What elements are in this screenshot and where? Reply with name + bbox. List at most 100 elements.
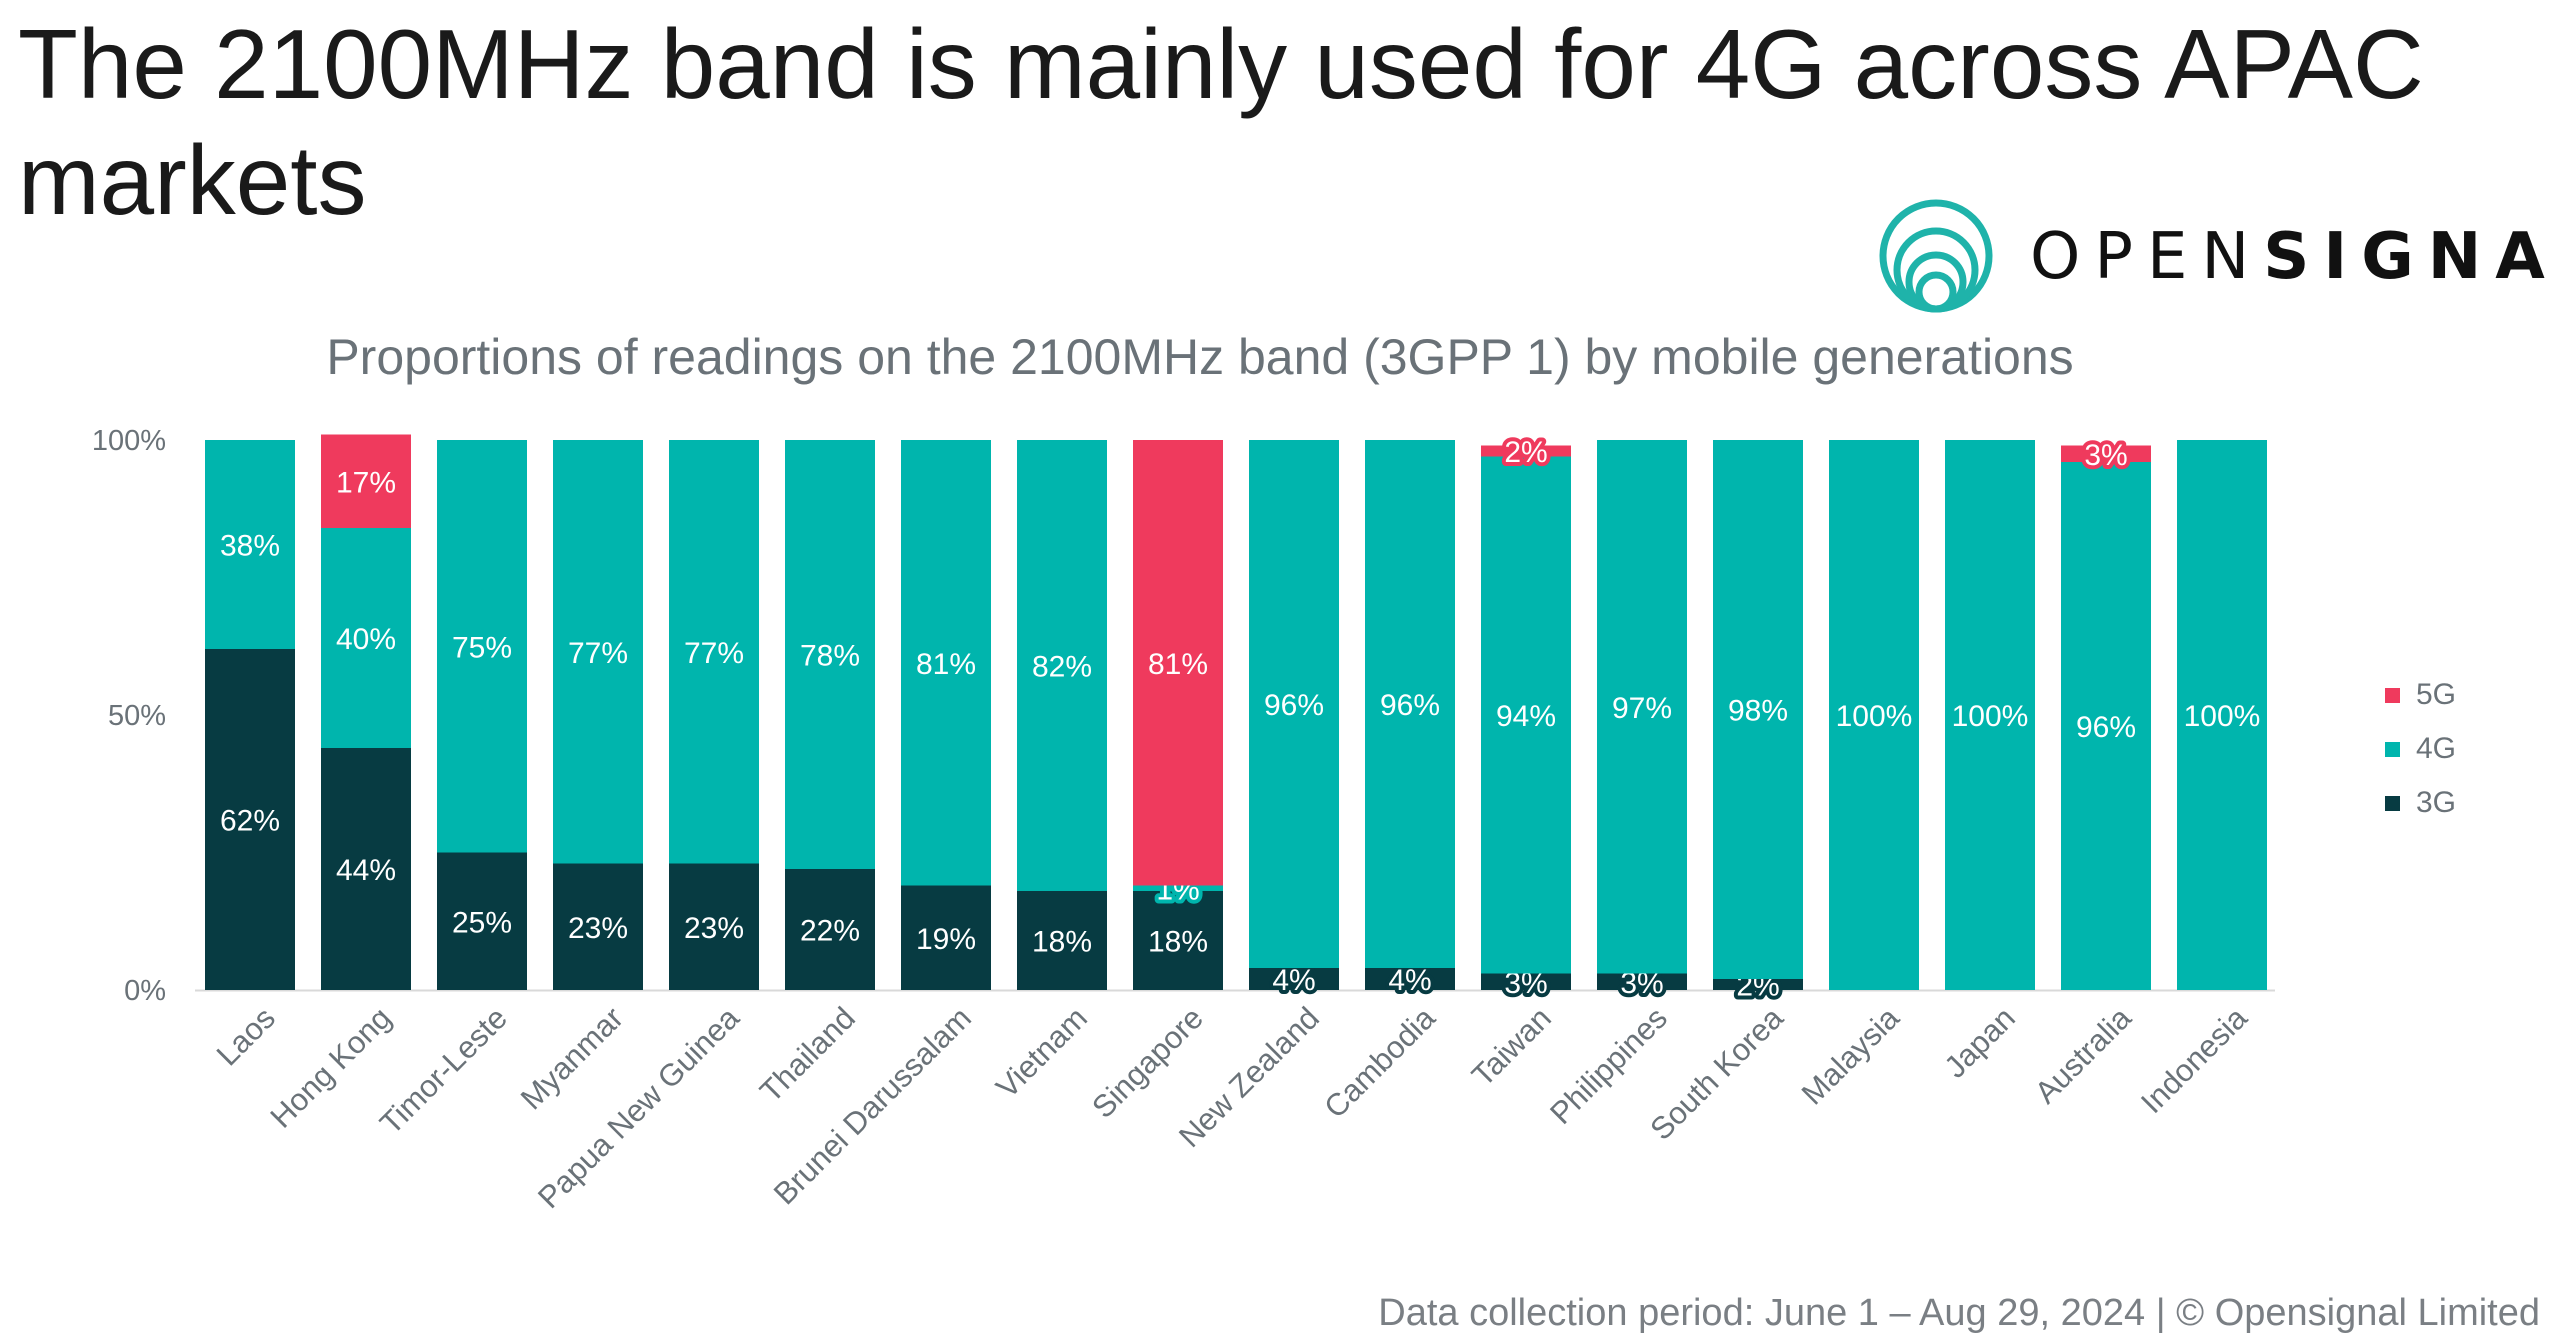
data-label-4g: 100%: [2184, 700, 2261, 733]
bar-4g: [785, 440, 875, 869]
bar-4g: [1481, 456, 1571, 974]
legend-item-5g: 5G: [2385, 668, 2456, 722]
x-tick-label: Laos: [210, 1000, 282, 1072]
bar-3g: [321, 748, 411, 990]
bar-4g: [1365, 440, 1455, 968]
x-tick-label: Vietnam: [989, 1000, 1094, 1105]
data-label-3g: 23%: [568, 912, 628, 945]
data-label-3g: 19%: [916, 923, 976, 956]
legend-item-4g: 4G: [2385, 722, 2456, 776]
y-tick-label: 50%: [108, 700, 166, 732]
x-tick-label: Papua New Guinea: [531, 1000, 746, 1215]
bar-3g: [1249, 968, 1339, 990]
bar-3g: [205, 649, 295, 990]
bar-4g: [669, 440, 759, 864]
data-label-4g: 96%: [1380, 689, 1440, 722]
legend-swatch-4g: [2385, 741, 2400, 757]
bar-3g: [437, 852, 527, 990]
data-label-3g: 25%: [452, 906, 512, 939]
data-label-4g: 98%: [1728, 695, 1788, 728]
bar-3g: [1481, 973, 1571, 990]
y-tick-label: 0%: [124, 975, 166, 1007]
data-label-3g: 62%: [220, 805, 280, 838]
data-label-4g: 75%: [452, 631, 512, 664]
data-label-3g: 44%: [336, 854, 396, 887]
bar-4g: [1017, 440, 1107, 891]
concentric-circles-icon: [1879, 199, 1993, 313]
x-tick-label: Malaysia: [1795, 1000, 1907, 1112]
legend-swatch-5g: [2385, 687, 2400, 703]
data-label-3g: 22%: [800, 915, 860, 948]
x-tick-label: Australia: [2028, 1000, 2139, 1111]
bar-3g: [785, 869, 875, 990]
bar-4g: [2061, 462, 2151, 990]
y-tick-label: 100%: [92, 425, 166, 457]
x-tick-label: Cambodia: [1317, 1000, 1442, 1125]
bar-5g: [321, 434, 411, 528]
bar-4g: [321, 528, 411, 748]
data-label-4g: 100%: [1952, 700, 2029, 733]
bar-3g: [1597, 973, 1687, 990]
data-label-3g: 23%: [684, 912, 744, 945]
bar-3g: [1017, 891, 1107, 990]
bar-4g: [1249, 440, 1339, 968]
x-tick-label: Indonesia: [2134, 1000, 2254, 1120]
bar-3g: [901, 885, 991, 990]
bar-5g: [1133, 440, 1223, 886]
data-label-4g: 82%: [1032, 651, 1092, 684]
data-label-4g: 40%: [336, 623, 396, 656]
footer-note: Data collection period: June 1 – Aug 29,…: [1378, 1292, 2540, 1334]
data-label-4g: 38%: [220, 530, 280, 563]
bar-4g: [2177, 440, 2267, 990]
logo-text-light: OPEN: [2030, 220, 2264, 294]
x-tick-label: Singapore: [1085, 1000, 1210, 1125]
legend-item-3g: 3G: [2385, 776, 2456, 830]
bar-3g: [553, 863, 643, 990]
bar-4g: [1829, 440, 1919, 990]
data-label-4g: 77%: [684, 637, 744, 670]
data-label-5g: 2%: [1504, 436, 1547, 469]
chart-title: Proportions of readings on the 2100MHz b…: [326, 329, 2074, 385]
bar-3g: [1713, 979, 1803, 990]
bar-4g: [553, 440, 643, 864]
data-label-4g: 100%: [1836, 700, 1913, 733]
legend-label-4g: 4G: [2416, 732, 2457, 765]
bar-5g: [1481, 445, 1571, 457]
logo-text: OPENSIGNAL: [2030, 220, 2560, 294]
bar-3g: [1365, 968, 1455, 990]
bar-4g: [1945, 440, 2035, 990]
data-label-4g: 96%: [1264, 689, 1324, 722]
data-label-3g: 18%: [1032, 926, 1092, 959]
legend-label-5g: 5G: [2416, 678, 2457, 711]
data-label-3g: 4%: [1388, 964, 1431, 997]
bar-5g: [2061, 445, 2151, 462]
x-tick-label: Thailand: [753, 1000, 862, 1109]
data-label-4g: 77%: [568, 637, 628, 670]
bar-4g: [205, 440, 295, 649]
data-label-3g: 4%: [1272, 964, 1315, 997]
data-label-5g: 17%: [336, 466, 396, 499]
opensignal-logo: OPENSIGNAL: [1876, 198, 2560, 316]
bar-4g: [437, 440, 527, 853]
bar-4g: [1133, 885, 1223, 891]
bar-4g: [1597, 440, 1687, 974]
data-label-5g: 3%: [2084, 439, 2127, 472]
legend-swatch-3g: [2385, 795, 2400, 811]
data-label-4g: 81%: [916, 648, 976, 681]
data-label-4g: 94%: [1496, 700, 1556, 733]
logo-text-bold: SIGNAL: [2263, 220, 2560, 294]
bar-3g: [1133, 891, 1223, 990]
x-tick-label: Myanmar: [514, 1000, 630, 1116]
bar-4g: [1713, 440, 1803, 979]
data-label-3g: 18%: [1148, 926, 1208, 959]
data-label-4g: 78%: [800, 640, 860, 673]
data-label-4g: 96%: [2076, 711, 2136, 744]
bar-4g: [901, 440, 991, 886]
x-tick-label: Brunei Darussalam: [767, 1000, 978, 1211]
slide-title: The 2100MHz band is mainly used for 4G a…: [18, 9, 2424, 235]
bar-3g: [669, 863, 759, 990]
data-label-5g: 81%: [1148, 648, 1208, 681]
x-tick-label: Taiwan: [1465, 1000, 1558, 1093]
chart-legend: 5G 4G 3G: [2385, 668, 2456, 830]
